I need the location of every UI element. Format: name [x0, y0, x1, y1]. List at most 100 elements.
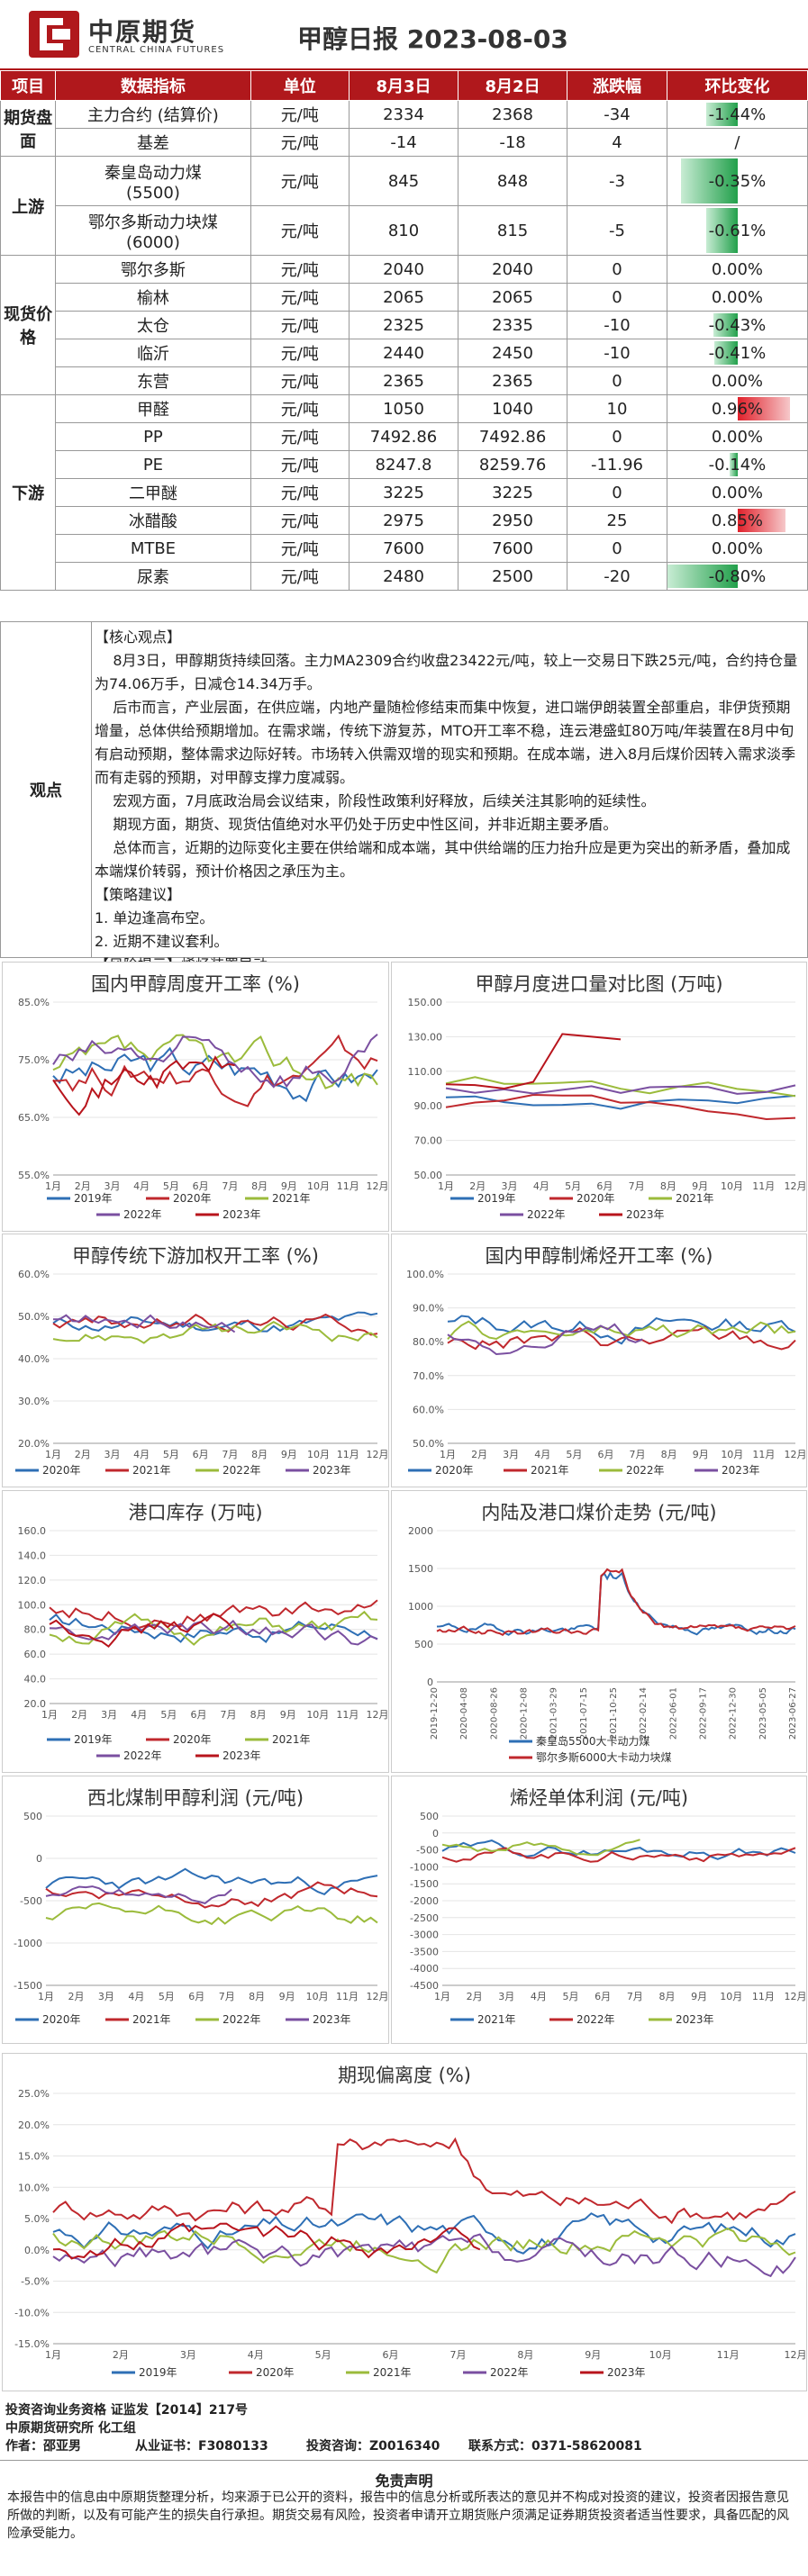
table-cell: 2368 — [458, 100, 568, 129]
y-tick-label: 60.0% — [18, 1269, 50, 1280]
legend-entry: 2022年 — [576, 2013, 615, 2026]
column-header: 涨跌幅 — [567, 70, 667, 101]
y-tick-label: 0.0% — [24, 2245, 50, 2256]
y-tick-label: 500 — [414, 1639, 433, 1650]
table-cell: 1050 — [348, 394, 459, 423]
x-tick-label: 12月 — [367, 1709, 389, 1721]
table-cell: 二甲醚 — [55, 478, 251, 507]
series-line — [52, 1320, 378, 1344]
y-tick-label: 20.0 — [24, 1698, 47, 1710]
table-header-row: 项目 数据指标 单位 8月3日 8月2日 涨跌幅 环比变化 — [0, 70, 808, 101]
y-tick-label: -3500 — [410, 1946, 439, 1957]
table-cell: 0 — [567, 534, 667, 563]
table-cell: 元/吨 — [250, 205, 350, 256]
table-cell: 太仓 — [55, 311, 251, 339]
x-tick-label: 12月 — [785, 2349, 807, 2361]
chart-title: 甲醇传统下游加权开工率 (%) — [71, 1245, 319, 1267]
table-cell: 元/吨 — [250, 422, 350, 451]
x-tick-label: 2021-03-29 — [549, 1687, 559, 1740]
y-tick-label: 5.0% — [24, 2213, 50, 2225]
change-value: 0.96% — [711, 399, 764, 419]
x-tick-label: 8月 — [660, 1180, 676, 1192]
viewpoint-line: 1. 单边逢高布空。 — [95, 909, 214, 926]
series-line — [45, 1867, 378, 1896]
x-tick-label: 12月 — [785, 1180, 807, 1192]
table-cell: 鄂尔多斯 — [55, 255, 251, 284]
x-tick-label: 6月 — [193, 1449, 209, 1460]
chart-port-inventory: 港口库存 (万吨) 160.0 140.0 120.0 100.0 80.0 60.0 40… — [2, 1490, 389, 1773]
legend-entry: 2019年 — [477, 1192, 516, 1205]
change-value: 0.00% — [711, 483, 764, 502]
y-tick-label: 60.0% — [413, 1404, 444, 1415]
legend-entry: 2022年 — [527, 1208, 566, 1221]
y-tick-label: 0 — [432, 1828, 439, 1839]
table-cell: 元/吨 — [250, 283, 350, 312]
x-tick-label: 1月 — [45, 1449, 61, 1460]
x-tick-label: 2021-07-15 — [579, 1687, 589, 1740]
chart-title: 国内甲醇制烯烃开工率 (%) — [485, 1245, 713, 1267]
x-tick-label: 10月 — [307, 1449, 330, 1460]
disclaimer-text: 本报告中的信息由中原期货整理分析，均来源于已公开的资料，报告中的信息分析或所表达… — [7, 2490, 789, 2541]
group-label: 下游 — [0, 394, 57, 591]
legend-entry: 2019年 — [74, 1733, 113, 1746]
chart-svg: 25.0% 20.0% 15.0% 10.0% 5.0% 0.0% -5.0% -10.0% -… — [14, 2088, 807, 2379]
series-line — [436, 1570, 796, 1636]
x-tick-label: 2023-06-27 — [788, 1687, 798, 1740]
table-cell: 鄂尔多斯动力块煤 (6000) — [55, 205, 251, 256]
consult-text: 投资咨询：Z0016340 — [306, 2439, 440, 2454]
table-cell: 临沂 — [55, 339, 251, 367]
x-tick-label: 12月 — [367, 1180, 389, 1192]
y-tick-label: 65.0% — [18, 1112, 50, 1124]
table-cell: -10 — [567, 339, 667, 367]
chart-weekly-operating-rate: 国内甲醇周度开工率 (%) 85.0% 75.0% 65.0% 55.0% 1月 2月 3月… — [2, 962, 389, 1232]
table-cell: 2334 — [348, 100, 459, 129]
y-tick-label: 10.0% — [18, 2182, 50, 2193]
table-cell: -14 — [348, 128, 459, 157]
x-tick-label: 12月 — [367, 1449, 389, 1460]
chart-title: 内陆及港口煤价走势 (元/吨) — [481, 1502, 717, 1523]
group-label: 期货盘面 — [0, 100, 57, 157]
y-tick-label: 160.0 — [18, 1525, 47, 1537]
change-cell: 0.85% — [666, 506, 808, 535]
x-tick-label: 11月 — [337, 1180, 359, 1192]
series-line — [52, 1314, 236, 1333]
x-tick-label: 8月 — [250, 1709, 267, 1721]
table-cell: 2065 — [348, 283, 459, 312]
table-cell: 榆林 — [55, 283, 251, 312]
table-cell: 0 — [567, 283, 667, 312]
change-cell: 0.00% — [666, 534, 808, 563]
legend-entry: 2021年 — [477, 2013, 516, 2026]
series-line — [436, 1568, 796, 1637]
series-line — [52, 1311, 378, 1333]
legend-entry: 2020年 — [435, 1464, 474, 1477]
x-tick-label: 4月 — [534, 1449, 550, 1460]
table-cell: 0 — [567, 366, 667, 395]
legend-entry: 2020年 — [173, 1192, 212, 1205]
column-header: 项目 — [0, 70, 57, 101]
table-cell: 2365 — [458, 366, 568, 395]
table-cell: 848 — [458, 156, 568, 206]
y-tick-label: 130.00 — [408, 1031, 443, 1043]
y-tick-label: 1000 — [408, 1601, 433, 1613]
viewpoint-line: 总体而言，近期的边际变化主要在供给端和成本端，其中供给端的压力抬升应是更为突出的… — [95, 839, 791, 880]
x-tick-label: 12月 — [785, 1449, 807, 1460]
institute-text: 中原期货研究所 化工组 — [5, 2421, 136, 2436]
y-tick-label: 90.0% — [413, 1303, 444, 1315]
table-cell: 2450 — [458, 339, 568, 367]
x-tick-label: 8月 — [517, 2349, 533, 2361]
series-line — [441, 1839, 796, 1860]
x-tick-label: 6月 — [383, 2349, 399, 2361]
y-tick-label: 100.0% — [406, 1269, 444, 1280]
x-tick-label: 10月 — [307, 1180, 330, 1192]
change-bar — [705, 103, 738, 126]
x-tick-label: 9月 — [693, 1449, 709, 1460]
change-value: -0.43% — [708, 315, 767, 335]
series-line — [52, 1034, 378, 1089]
x-tick-label: 2022-09-17 — [699, 1687, 709, 1740]
table-cell: -10 — [567, 311, 667, 339]
table-cell: 元/吨 — [250, 562, 350, 591]
legend-entry: 2022年 — [490, 2366, 529, 2379]
table-row: 冰醋酸 元/吨 2975 2950 25 0.85% — [1, 506, 808, 535]
series-line — [45, 1902, 378, 1926]
x-tick-label: 10月 — [306, 1991, 329, 2002]
